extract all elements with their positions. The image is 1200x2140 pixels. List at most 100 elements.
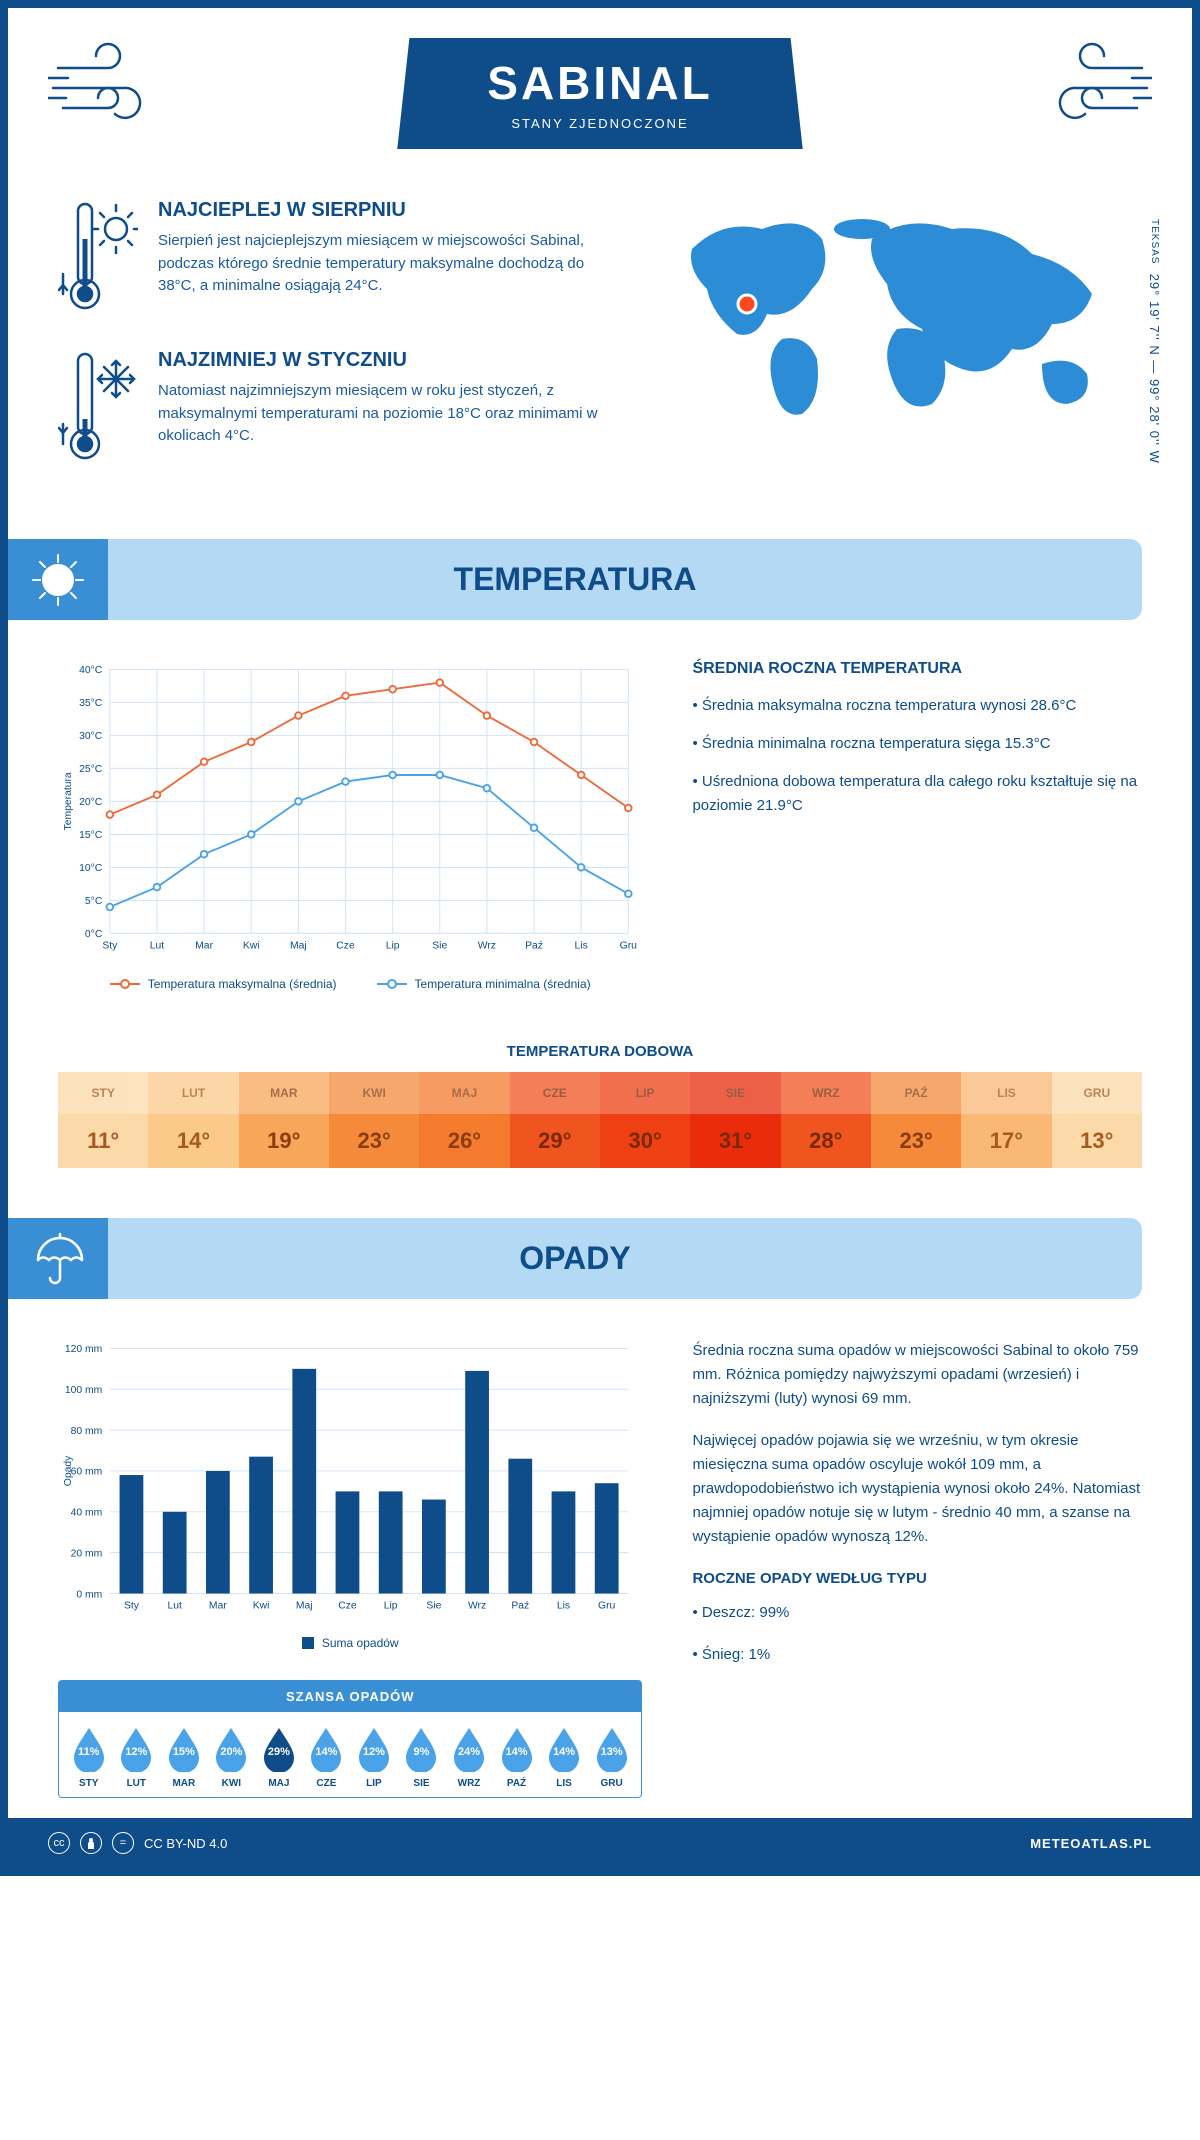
- temp-bullet: • Średnia maksymalna roczna temperatura …: [692, 694, 1142, 718]
- daily-cell: LUT 14°: [148, 1072, 238, 1168]
- title-banner: SABINAL STANY ZJEDNOCZONE: [397, 38, 802, 149]
- rain-info: Średnia roczna suma opadów w miejscowośc…: [692, 1339, 1142, 1799]
- temp-bullet: • Uśredniona dobowa temperatura dla całe…: [692, 770, 1142, 818]
- daily-temp-heading: TEMPERATURA DOBOWA: [8, 1031, 1192, 1072]
- svg-text:Opady: Opady: [63, 1455, 74, 1486]
- raindrop-icon: 12%: [355, 1726, 393, 1772]
- hot-heading: NAJCIEPLEJ W SIERPNIU: [158, 199, 622, 222]
- svg-text:Kwi: Kwi: [253, 1600, 270, 1611]
- rain-section-header: OPADY: [8, 1218, 1142, 1299]
- rain-type-bullet: • Deszcz: 99%: [692, 1601, 1142, 1625]
- legend-rain: Suma opadów: [302, 1636, 399, 1650]
- rain-type-heading: ROCZNE OPADY WEDŁUG TYPU: [692, 1567, 1142, 1591]
- legend-min: .legend-item:nth-child(2) .legend-line::…: [377, 977, 591, 991]
- daily-cell: LIS 17°: [961, 1072, 1051, 1168]
- svg-text:Gru: Gru: [598, 1600, 616, 1611]
- svg-text:Sie: Sie: [426, 1600, 441, 1611]
- rain-paragraph: Średnia roczna suma opadów w miejscowośc…: [692, 1339, 1142, 1411]
- raindrop-icon: 11%: [70, 1726, 108, 1772]
- cold-paragraph: Natomiast najzimniejszym miesiącem w rok…: [158, 380, 622, 448]
- svg-text:Lis: Lis: [557, 1600, 570, 1611]
- raindrop-icon: 29%: [260, 1726, 298, 1772]
- footer: cc = CC BY-ND 4.0 METEOATLAS.PL: [8, 1818, 1192, 1868]
- cold-block: NAJZIMNIEJ W STYCZNIU Natomiast najzimni…: [58, 349, 622, 469]
- svg-text:Sty: Sty: [102, 940, 118, 951]
- svg-text:Kwi: Kwi: [243, 940, 260, 951]
- temperature-info: ŚREDNIA ROCZNA TEMPERATURA • Średnia mak…: [692, 660, 1142, 991]
- wind-icon: [1012, 38, 1152, 138]
- header: SABINAL STANY ZJEDNOCZONE: [8, 8, 1192, 199]
- svg-text:40 mm: 40 mm: [71, 1507, 103, 1518]
- daily-cell: KWI 23°: [329, 1072, 419, 1168]
- svg-text:0°C: 0°C: [85, 929, 103, 940]
- chance-title: SZANSA OPADÓW: [59, 1681, 641, 1712]
- raindrop-icon: 12%: [117, 1726, 155, 1772]
- svg-text:15°C: 15°C: [79, 830, 103, 841]
- svg-text:100 mm: 100 mm: [65, 1385, 102, 1396]
- svg-text:Maj: Maj: [296, 1600, 313, 1611]
- chance-cell: 14% CZE: [303, 1726, 351, 1789]
- rain-paragraph: Najwięcej opadów pojawia się we wrześniu…: [692, 1429, 1142, 1549]
- chance-cell: 12% LUT: [113, 1726, 161, 1789]
- daily-cell: GRU 13°: [1052, 1072, 1142, 1168]
- hot-paragraph: Sierpień jest najcieplejszym miesiącem w…: [158, 230, 622, 298]
- chance-cell: 24% WRZ: [445, 1726, 493, 1789]
- daily-cell: STY 11°: [58, 1072, 148, 1168]
- raindrop-icon: 24%: [450, 1726, 488, 1772]
- cc-icon: cc: [48, 1832, 70, 1854]
- sun-icon: [8, 539, 108, 620]
- svg-text:Mar: Mar: [195, 940, 213, 951]
- country-subtitle: STANY ZJEDNOCZONE: [487, 116, 712, 131]
- map-column: TEKSAS 29° 19' 7'' N — 99° 28' 0'' W: [662, 199, 1142, 499]
- daily-cell: PAŹ 23°: [871, 1072, 961, 1168]
- svg-text:40°C: 40°C: [79, 665, 103, 676]
- svg-text:Wrz: Wrz: [478, 940, 496, 951]
- svg-text:30°C: 30°C: [79, 731, 103, 742]
- temperature-line-chart: 0°C5°C10°C15°C20°C25°C30°C35°C40°CStyLut…: [58, 660, 642, 991]
- coordinates: TEKSAS 29° 19' 7'' N — 99° 28' 0'' W: [1147, 219, 1162, 464]
- svg-text:Lut: Lut: [150, 940, 165, 951]
- raindrop-icon: 14%: [545, 1726, 583, 1772]
- svg-text:0 mm: 0 mm: [76, 1589, 102, 1600]
- license-text: CC BY-ND 4.0: [144, 1836, 227, 1851]
- svg-text:10°C: 10°C: [79, 863, 103, 874]
- rain-chance-box: SZANSA OPADÓW 11% STY 12% LUT 15% MAR 20…: [58, 1680, 642, 1798]
- chance-cell: 20% KWI: [208, 1726, 256, 1789]
- svg-text:Cze: Cze: [338, 1600, 357, 1611]
- svg-text:20 mm: 20 mm: [71, 1548, 103, 1559]
- raindrop-icon: 20%: [212, 1726, 250, 1772]
- umbrella-icon: [8, 1218, 108, 1299]
- svg-text:Cze: Cze: [336, 940, 355, 951]
- raindrop-icon: 14%: [498, 1726, 536, 1772]
- svg-text:60 mm: 60 mm: [71, 1466, 103, 1477]
- temperature-title: TEMPERATURA: [8, 561, 1142, 598]
- chance-cell: 11% STY: [65, 1726, 113, 1789]
- chance-cell: 15% MAR: [160, 1726, 208, 1789]
- wind-icon: [48, 38, 188, 138]
- svg-text:120 mm: 120 mm: [65, 1344, 102, 1355]
- svg-text:Temperatura: Temperatura: [63, 772, 74, 830]
- svg-text:Gru: Gru: [620, 940, 638, 951]
- daily-cell: SIE 31°: [690, 1072, 780, 1168]
- rain-title: OPADY: [8, 1240, 1142, 1277]
- svg-text:25°C: 25°C: [79, 764, 103, 775]
- temperature-section-header: TEMPERATURA: [8, 539, 1142, 620]
- svg-text:35°C: 35°C: [79, 698, 103, 709]
- svg-text:5°C: 5°C: [85, 896, 103, 907]
- svg-text:80 mm: 80 mm: [71, 1426, 103, 1437]
- legend-max: .legend-item:nth-child(1) .legend-line::…: [110, 977, 337, 991]
- raindrop-icon: 13%: [593, 1726, 631, 1772]
- daily-cell: LIP 30°: [600, 1072, 690, 1168]
- svg-text:Lip: Lip: [386, 940, 400, 951]
- daily-cell: CZE 29°: [510, 1072, 600, 1168]
- hot-block: NAJCIEPLEJ W SIERPNIU Sierpień jest najc…: [58, 199, 622, 319]
- location-title: SABINAL: [487, 56, 712, 110]
- rain-type-bullet: • Śnieg: 1%: [692, 1643, 1142, 1667]
- thermometer-hot-icon: [58, 199, 138, 319]
- svg-text:Paź: Paź: [525, 940, 543, 951]
- thermometer-cold-icon: [58, 349, 138, 469]
- site-name: METEOATLAS.PL: [1030, 1836, 1152, 1851]
- rain-bar-chart: 0 mm20 mm40 mm60 mm80 mm100 mm120 mmStyL…: [58, 1339, 642, 1651]
- world-map-icon: [662, 199, 1142, 439]
- svg-text:Lis: Lis: [575, 940, 588, 951]
